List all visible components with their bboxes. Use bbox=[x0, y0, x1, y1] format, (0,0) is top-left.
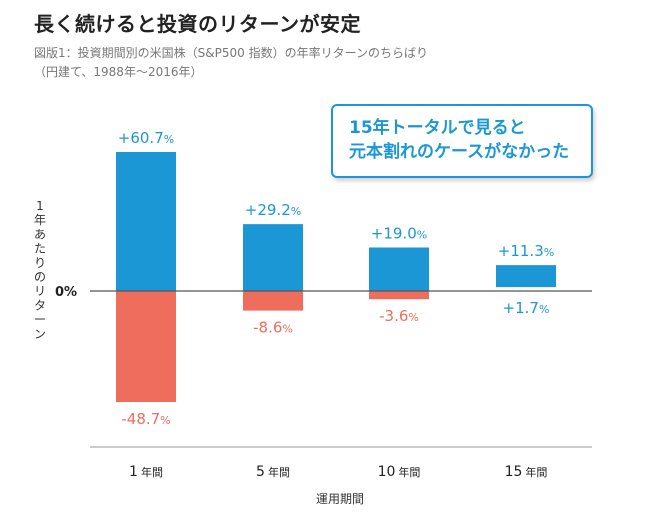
data-label-max-3: +11.3% bbox=[498, 242, 554, 260]
data-label-max-0: +60.7% bbox=[118, 129, 174, 147]
bar-negative-1 bbox=[243, 291, 303, 311]
x-tick-label-1: 5 年間 bbox=[256, 464, 290, 480]
figure-caption-period: （円建て、1988年〜2016年） bbox=[34, 65, 203, 79]
page-title: 長く続けると投資のリターンが安定 bbox=[34, 12, 361, 36]
x-tick-label-2: 10 年間 bbox=[378, 464, 421, 480]
bar-positive-0 bbox=[116, 152, 176, 291]
data-label-max-2: +19.0% bbox=[371, 224, 427, 242]
data-label-max-1: +29.2% bbox=[245, 201, 301, 219]
bar-positive-2 bbox=[369, 247, 429, 291]
callout-line-2: 元本割れのケースがなかった bbox=[349, 142, 570, 162]
x-tick-label-0: 1 年間 bbox=[129, 464, 163, 480]
data-label-min-2: -3.6% bbox=[379, 307, 419, 325]
bar-negative-2 bbox=[369, 291, 429, 300]
data-label-min-0: -48.7% bbox=[121, 410, 170, 428]
x-axis-title: 運用期間 bbox=[316, 492, 364, 506]
callout-line-1: 15年トータルで見ると bbox=[349, 118, 526, 138]
bar-positive-3 bbox=[496, 265, 556, 288]
data-label-min-1: -8.6% bbox=[253, 319, 293, 337]
data-label-min-3: +1.7% bbox=[503, 299, 550, 317]
x-tick-label-3: 15 年間 bbox=[505, 464, 548, 480]
callout-box: 15年トータルで見ると 元本割れのケースがなかった bbox=[331, 104, 593, 178]
bar-negative-0 bbox=[116, 291, 176, 402]
y-axis-title: 1 年あたりのリターン bbox=[34, 199, 46, 341]
zero-label: 0% bbox=[55, 285, 77, 300]
bar-positive-1 bbox=[243, 224, 303, 291]
figure-caption: 図版1：投資期間別の米国株（S&P500 指数）の年率リターンのちらばり bbox=[34, 46, 428, 60]
